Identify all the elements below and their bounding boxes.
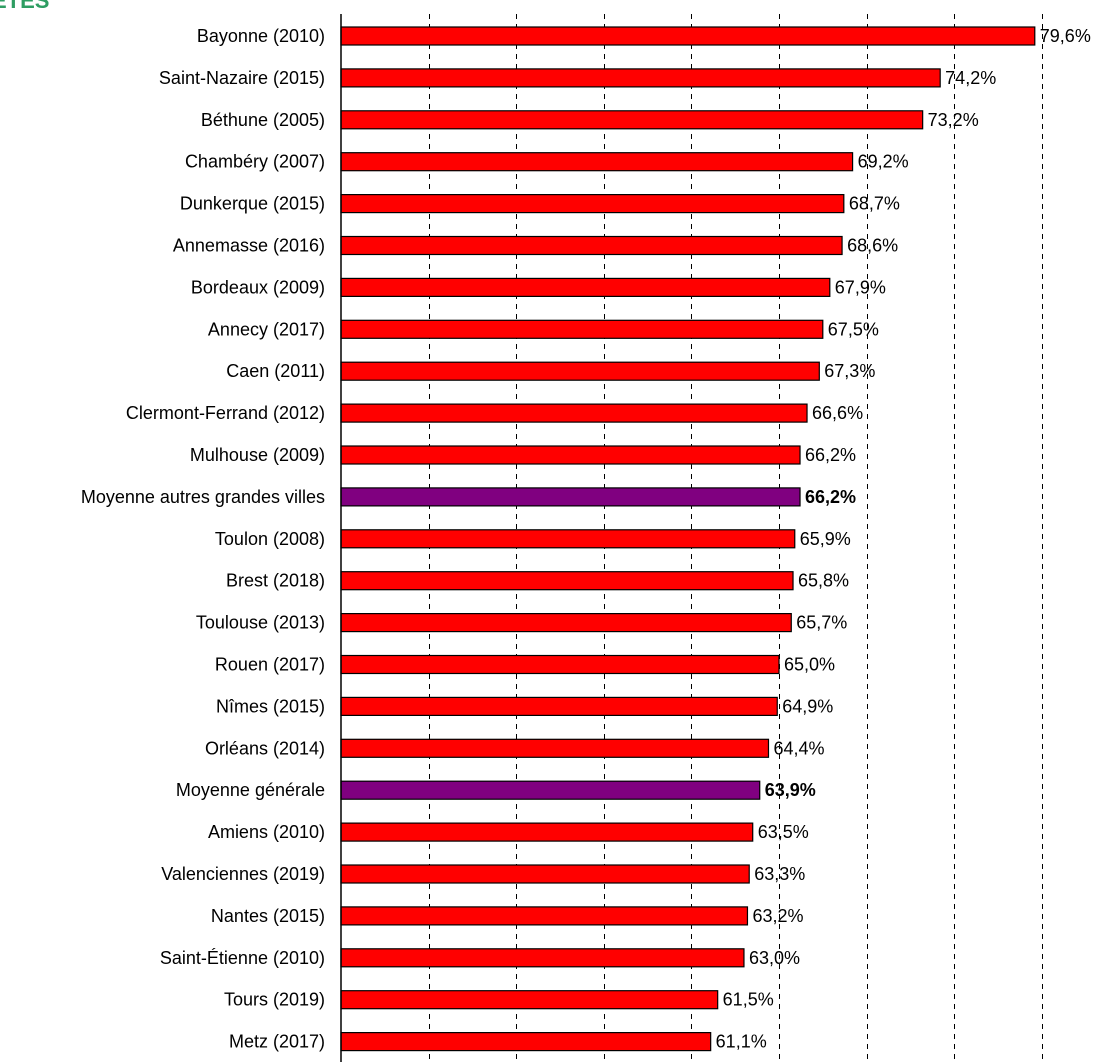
category-label: Caen (2011) xyxy=(226,361,325,381)
category-label: Metz (2017) xyxy=(229,1032,325,1052)
value-label: 65,9% xyxy=(800,529,851,549)
value-label: 66,6% xyxy=(812,403,863,423)
bar xyxy=(340,68,941,88)
value-label: 68,7% xyxy=(849,194,900,214)
category-label: Brest (2018) xyxy=(226,571,325,591)
bar xyxy=(340,403,808,423)
bar xyxy=(340,864,750,884)
category-label: Mulhouse (2009) xyxy=(190,445,325,465)
value-label: 63,5% xyxy=(758,822,809,842)
bar xyxy=(340,738,770,758)
value-label: 61,5% xyxy=(723,990,774,1010)
value-labels: 79,6% 74,2% 73,2% 69,2% 68,7% 68,6% 67,9% 67,5%… xyxy=(716,26,1091,1052)
bar xyxy=(340,906,749,926)
bar xyxy=(340,948,745,968)
value-label: 67,9% xyxy=(835,277,886,297)
category-label: Orléans (2014) xyxy=(205,738,325,758)
category-label: Chambéry (2007) xyxy=(185,152,325,172)
category-label: Tours (2019) xyxy=(224,990,325,1010)
value-label: 67,5% xyxy=(828,319,879,339)
value-label: 65,8% xyxy=(798,571,849,591)
bar xyxy=(340,1031,712,1052)
value-label: 63,2% xyxy=(752,906,803,926)
value-label: 66,2% xyxy=(805,445,856,465)
category-label: Nîmes (2015) xyxy=(216,696,325,716)
category-label: Béthune (2005) xyxy=(201,110,325,130)
value-label: 65,7% xyxy=(796,613,847,633)
category-label: Annemasse (2016) xyxy=(173,236,325,256)
value-label: 63,9% xyxy=(765,780,816,800)
bars xyxy=(340,26,1036,1052)
category-label: Bordeaux (2009) xyxy=(191,277,325,297)
value-label: 79,6% xyxy=(1040,26,1091,46)
bar xyxy=(340,445,801,465)
value-label: 63,3% xyxy=(754,864,805,884)
bar-highlight xyxy=(340,780,761,800)
bar xyxy=(340,26,1036,46)
category-label: Toulouse (2013) xyxy=(196,613,325,633)
bar xyxy=(340,277,831,297)
bar xyxy=(340,654,780,675)
category-label: Toulon (2008) xyxy=(215,529,325,549)
category-label: Clermont-Ferrand (2012) xyxy=(126,403,325,423)
bar xyxy=(340,990,719,1010)
category-label: Nantes (2015) xyxy=(211,906,325,926)
brand-logo-fragment: ETES xyxy=(0,0,49,13)
category-label: Moyenne générale xyxy=(176,780,325,800)
bar xyxy=(340,696,778,717)
category-labels: Bayonne (2010) Saint-Nazaire (2015) Béthun… xyxy=(81,26,325,1052)
value-label: 74,2% xyxy=(945,68,996,88)
bar xyxy=(340,319,824,339)
value-label: 67,3% xyxy=(824,361,875,381)
category-label: Dunkerque (2015) xyxy=(180,194,325,214)
value-label: 63,0% xyxy=(749,948,800,968)
category-label: Annecy (2017) xyxy=(208,319,325,339)
value-label: 64,9% xyxy=(782,696,833,716)
category-label: Saint-Nazaire (2015) xyxy=(159,68,325,88)
category-label: Bayonne (2010) xyxy=(197,26,325,46)
category-label: Saint-Étienne (2010) xyxy=(160,948,325,968)
category-label: Moyenne autres grandes villes xyxy=(81,487,325,507)
value-label: 65,0% xyxy=(784,655,835,675)
bar xyxy=(340,194,845,214)
bar xyxy=(340,361,820,381)
bar xyxy=(340,822,754,842)
bar xyxy=(340,235,843,256)
value-label: 66,2% xyxy=(805,487,856,507)
category-label: Rouen (2017) xyxy=(215,655,325,675)
value-label: 73,2% xyxy=(928,110,979,130)
value-label: 68,6% xyxy=(847,236,898,256)
value-label: 61,1% xyxy=(716,1032,767,1052)
category-label: Amiens (2010) xyxy=(208,822,325,842)
value-label: 64,4% xyxy=(773,738,824,758)
bar xyxy=(340,529,796,549)
value-label: 69,2% xyxy=(858,152,909,172)
bar xyxy=(340,612,792,633)
bar xyxy=(340,152,854,172)
bar xyxy=(340,571,794,591)
bar xyxy=(340,110,924,130)
bar-highlight xyxy=(340,487,801,507)
category-label: Valenciennes (2019) xyxy=(161,864,325,884)
